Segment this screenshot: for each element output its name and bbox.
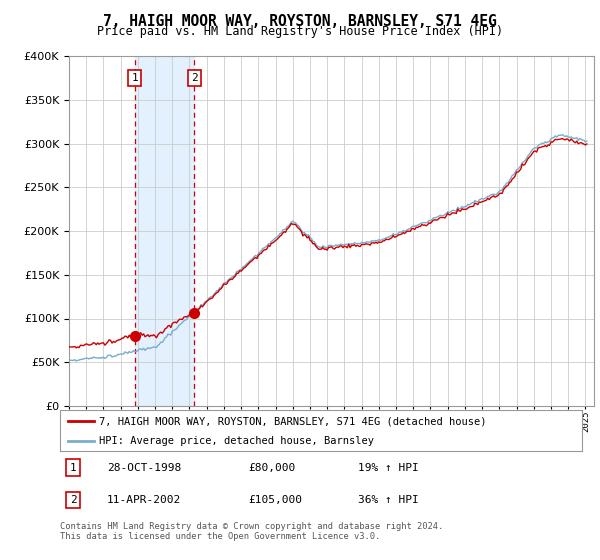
Text: 1: 1 — [131, 73, 139, 83]
Text: 2: 2 — [191, 73, 197, 83]
Text: 1: 1 — [70, 463, 76, 473]
Bar — [135, 56, 194, 406]
Text: 7, HAIGH MOOR WAY, ROYSTON, BARNSLEY, S71 4EG: 7, HAIGH MOOR WAY, ROYSTON, BARNSLEY, S7… — [103, 14, 497, 29]
Text: 7, HAIGH MOOR WAY, ROYSTON, BARNSLEY, S71 4EG (detached house): 7, HAIGH MOOR WAY, ROYSTON, BARNSLEY, S7… — [99, 417, 487, 426]
Text: Contains HM Land Registry data © Crown copyright and database right 2024.
This d: Contains HM Land Registry data © Crown c… — [60, 522, 443, 542]
Text: 36% ↑ HPI: 36% ↑ HPI — [358, 495, 418, 505]
Text: 19% ↑ HPI: 19% ↑ HPI — [358, 463, 418, 473]
Text: HPI: Average price, detached house, Barnsley: HPI: Average price, detached house, Barn… — [99, 436, 374, 446]
Text: Price paid vs. HM Land Registry's House Price Index (HPI): Price paid vs. HM Land Registry's House … — [97, 25, 503, 38]
Text: £80,000: £80,000 — [248, 463, 295, 473]
Text: 11-APR-2002: 11-APR-2002 — [107, 495, 181, 505]
Text: 28-OCT-1998: 28-OCT-1998 — [107, 463, 181, 473]
Text: 2: 2 — [70, 495, 76, 505]
Text: £105,000: £105,000 — [248, 495, 302, 505]
